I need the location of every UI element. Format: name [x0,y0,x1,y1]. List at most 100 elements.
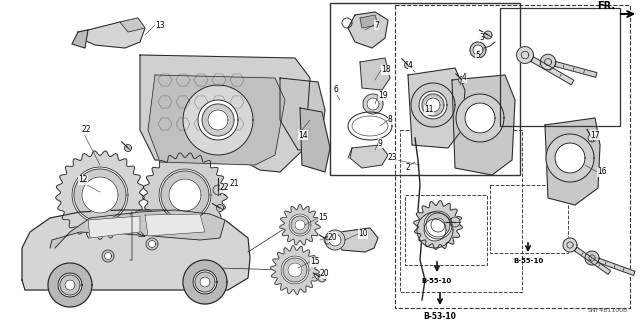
Polygon shape [288,263,302,277]
Text: 23: 23 [388,154,397,163]
Polygon shape [82,177,118,213]
Polygon shape [216,204,223,212]
Text: 15: 15 [310,258,319,267]
Polygon shape [575,247,611,274]
Polygon shape [360,15,378,28]
Text: 22: 22 [220,183,230,193]
Polygon shape [60,275,80,295]
Bar [405,195,487,265]
Polygon shape [555,62,597,77]
Polygon shape [183,260,227,304]
Polygon shape [78,18,145,48]
Polygon shape [74,169,126,221]
Polygon shape [48,263,92,307]
Text: 12: 12 [78,175,88,185]
Text: B-55-10: B-55-10 [513,258,543,264]
Polygon shape [360,58,390,90]
Text: 19: 19 [378,92,388,100]
Polygon shape [195,272,215,292]
Text: 14: 14 [298,131,308,140]
Text: 10: 10 [358,229,367,238]
Polygon shape [183,85,253,155]
Polygon shape [431,218,445,232]
Polygon shape [300,108,330,172]
Polygon shape [413,201,462,249]
Polygon shape [422,94,444,116]
Polygon shape [473,45,483,55]
Text: 18: 18 [381,66,390,75]
Polygon shape [588,134,596,142]
Text: FR.: FR. [597,1,615,11]
Polygon shape [50,210,225,248]
Polygon shape [598,258,635,276]
Text: 9: 9 [378,139,383,148]
Text: 22: 22 [82,125,92,134]
Polygon shape [169,179,201,211]
Polygon shape [329,234,341,246]
Polygon shape [104,252,111,260]
Polygon shape [470,42,486,58]
Polygon shape [125,145,131,151]
Text: B-55-10: B-55-10 [422,278,452,284]
Polygon shape [161,171,209,219]
Polygon shape [281,256,309,284]
Polygon shape [148,75,285,165]
Polygon shape [411,83,455,127]
Text: 11: 11 [424,106,433,115]
Text: 7: 7 [374,20,379,29]
Polygon shape [56,151,145,239]
Polygon shape [65,280,75,290]
Polygon shape [338,228,378,252]
Polygon shape [72,167,128,223]
Polygon shape [426,213,450,237]
Bar [490,185,568,253]
Polygon shape [555,143,585,173]
Polygon shape [202,104,234,136]
Polygon shape [452,75,515,175]
Polygon shape [280,204,321,245]
Polygon shape [546,134,594,182]
Text: 13: 13 [155,20,164,29]
Polygon shape [159,169,211,221]
Polygon shape [450,217,460,227]
Polygon shape [271,246,319,294]
Polygon shape [22,210,250,290]
Polygon shape [198,100,238,140]
Polygon shape [531,57,574,85]
Polygon shape [465,103,495,133]
Polygon shape [563,238,577,252]
Polygon shape [58,273,82,297]
Polygon shape [324,236,332,244]
Text: 21: 21 [230,179,239,188]
Polygon shape [283,258,307,282]
Text: SNF4B1100B: SNF4B1100B [588,308,628,313]
Text: 17: 17 [590,131,600,140]
Polygon shape [295,220,305,230]
Polygon shape [545,118,600,205]
Polygon shape [318,274,326,282]
Text: B-53-10: B-53-10 [424,312,456,320]
Polygon shape [348,12,388,48]
Polygon shape [424,219,446,241]
Polygon shape [363,94,383,114]
Text: 15: 15 [318,213,328,222]
Polygon shape [408,68,465,148]
Polygon shape [540,54,556,70]
Bar [400,130,522,292]
Polygon shape [419,91,447,119]
Text: 16: 16 [597,167,607,177]
Polygon shape [193,270,217,294]
Polygon shape [289,214,311,236]
Polygon shape [208,110,228,130]
Text: 4: 4 [462,74,467,83]
Polygon shape [120,18,145,32]
Polygon shape [516,47,533,63]
Text: 5: 5 [475,51,480,60]
Text: 20: 20 [328,233,338,242]
Polygon shape [417,212,453,248]
Bar [500,8,620,126]
Polygon shape [456,94,504,142]
Polygon shape [145,214,205,236]
Polygon shape [88,216,140,238]
Text: 4: 4 [408,60,413,69]
